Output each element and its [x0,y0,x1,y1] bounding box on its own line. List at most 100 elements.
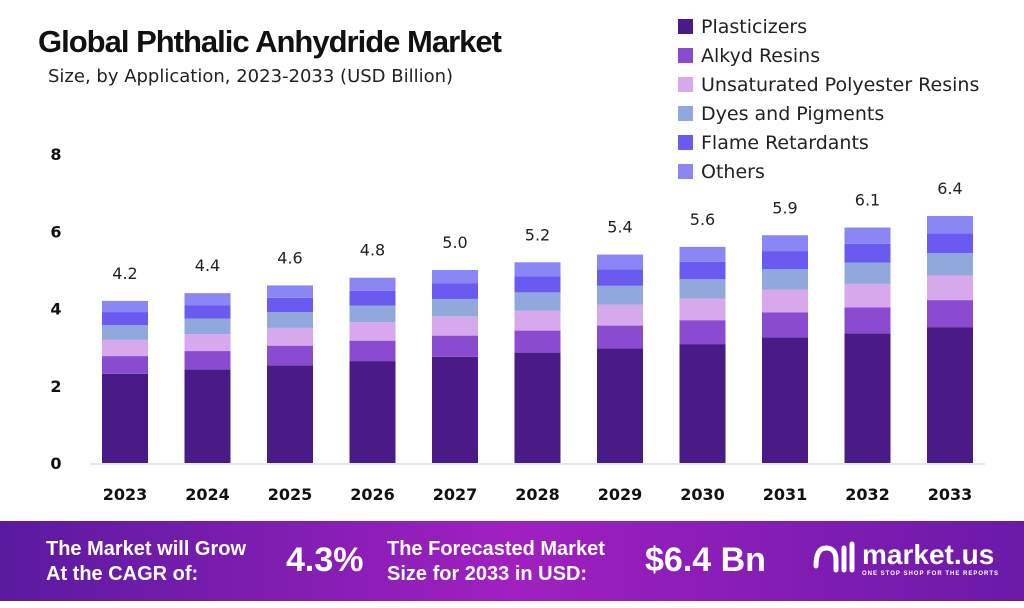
bar-segment [432,283,478,299]
legend-item: Plasticizers [678,12,979,41]
bar-segment [762,312,808,338]
legend-label: Plasticizers [701,15,808,38]
bar-segment [844,262,891,284]
x-tick-label: 2033 [928,485,973,504]
legend-swatch [678,19,693,34]
chart-plot: 0 2 4 6 8 4.2 2023 4.4 2024 4.6 2025 4.8 2026 5.0 2027… [50,145,985,504]
legend-label: Flame Retardants [701,131,869,154]
bar-segment [597,269,643,286]
total-label: 5.2 [525,225,550,244]
x-tick-label: 2026 [350,485,395,504]
brand-name: market.us [862,539,995,570]
bar-segment [762,269,808,290]
bar-segment [349,340,396,362]
bar-segment [184,318,231,335]
bar-segment [597,325,643,349]
legend-swatch [678,77,693,92]
cagr-label-line2: At the CAGR of: [46,563,199,585]
bar-segment [349,277,396,291]
bar-segment [267,345,313,366]
bar-segment [514,330,561,353]
legend-item: Flame Retardants [678,128,979,157]
bar-segment [514,292,561,311]
bar-segment [184,334,231,352]
bar-segment [679,298,726,321]
bar-segment [349,305,396,323]
bar-segment [597,285,643,305]
total-label: 4.6 [277,248,302,267]
bar-segment [432,316,478,336]
legend-item: Unsaturated Polyester Resins [678,70,979,99]
bar-segment [349,361,396,463]
bar-segment [679,279,726,299]
forecast-label-line1: The Forecasted Market [387,538,605,560]
bar-segment [679,344,726,463]
y-tick-label: 0 [50,454,61,473]
total-label: 6.1 [855,191,880,210]
bar-segment [679,246,726,262]
total-label: 5.4 [607,218,632,237]
bar-segment [102,325,148,340]
bar-segment [514,352,561,463]
total-label: 5.6 [690,210,715,229]
footer-banner: The Market will Grow At the CAGR of: 4.3… [0,521,1024,601]
y-tick-label: 2 [50,377,61,396]
x-tick-label: 2030 [680,485,725,504]
bar-segment [844,333,891,463]
legend-item: Dyes and Pigments [678,99,979,128]
bar-segment [927,215,973,234]
bar-segment [679,261,726,280]
bar-segment [844,283,891,308]
total-label: 5.0 [442,233,467,252]
brand-logo: market.us ONE STOP SHOP FOR THE REPORTS [812,539,999,577]
bar-segment [762,289,808,313]
bar-segment [844,243,891,263]
brand-tagline: ONE STOP SHOP FOR THE REPORTS [862,571,1000,577]
bar-segment [597,304,643,326]
forecast-label-line2: Size for 2033 in USD: [387,563,588,585]
x-tick-label: 2032 [845,485,890,504]
bar-segment [102,373,148,463]
chart-title: Global Phthalic Anhydride Market [38,24,502,59]
legend-swatch [678,48,693,63]
bar-segment [514,310,561,331]
bar-segment [597,254,643,270]
x-tick-label: 2031 [763,485,808,504]
legend-swatch [678,135,693,150]
bar-segment [432,298,478,317]
bar-segment [432,270,478,284]
bar-segment [184,293,231,306]
bar-segment [762,337,808,463]
y-tick-label: 8 [50,145,61,164]
legend-label: Unsaturated Polyester Resins [701,73,980,96]
bar-segment [432,335,478,357]
bar-segment [102,356,148,374]
bar-segment [927,233,973,254]
bar-segment [102,339,148,357]
legend-label: Alkyd Resins [701,44,821,67]
bar-segment [349,322,396,341]
legend-item: Others [678,157,979,186]
bar-segment [762,251,808,270]
x-tick-label: 2028 [515,485,560,504]
bar-segment [762,235,808,252]
bar-segment [679,320,726,345]
bar-segment [184,305,231,319]
bar-segment [927,300,973,328]
bar-segment [267,297,313,313]
x-tick-label: 2027 [433,485,478,504]
brand-logo-icon [813,541,855,573]
bar-segment [927,253,973,276]
cagr-label-line1: The Market will Grow [46,538,247,560]
x-tick-label: 2029 [598,485,643,504]
cagr-label: The Market will Grow At the CAGR of: [46,537,246,587]
bar-segment [267,285,313,298]
bar-segment [844,307,891,334]
bar-segment [597,348,643,463]
bar-segment [927,327,973,463]
legend-item: Alkyd Resins [678,41,979,70]
bar-segment [267,312,313,328]
total-label: 4.8 [360,241,385,260]
bar-segment [184,351,231,370]
